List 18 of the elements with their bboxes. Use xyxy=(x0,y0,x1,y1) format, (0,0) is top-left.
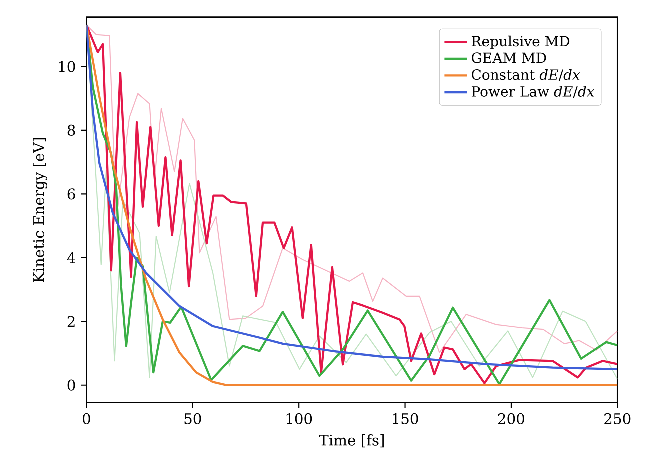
legend-label: Power Law dE/dx xyxy=(472,86,595,98)
x-tick-label: 100 xyxy=(286,413,312,425)
y-tick-label: 2 xyxy=(68,316,75,328)
x-tick-label: 0 xyxy=(83,413,90,425)
y-tick-label: 6 xyxy=(68,188,76,200)
legend-label: Repulsive MD xyxy=(472,36,570,50)
x-axis-title: Time [fs] xyxy=(319,434,384,448)
x-tick-label: 250 xyxy=(604,413,631,425)
y-tick-label: 4 xyxy=(67,252,76,264)
y-tick-label: 8 xyxy=(68,124,76,136)
y-tick-label: 10 xyxy=(59,61,76,72)
y-tick-label: 0 xyxy=(68,380,76,391)
x-tick-label: 200 xyxy=(498,413,524,425)
x-tick-label: 50 xyxy=(184,413,202,425)
legend-label: Constant dE/dx xyxy=(472,69,580,82)
legend-label: GEAM MD xyxy=(472,52,546,64)
y-axis-title: Kinetic Energy [eV] xyxy=(33,138,48,282)
x-tick-label: 150 xyxy=(393,413,418,425)
